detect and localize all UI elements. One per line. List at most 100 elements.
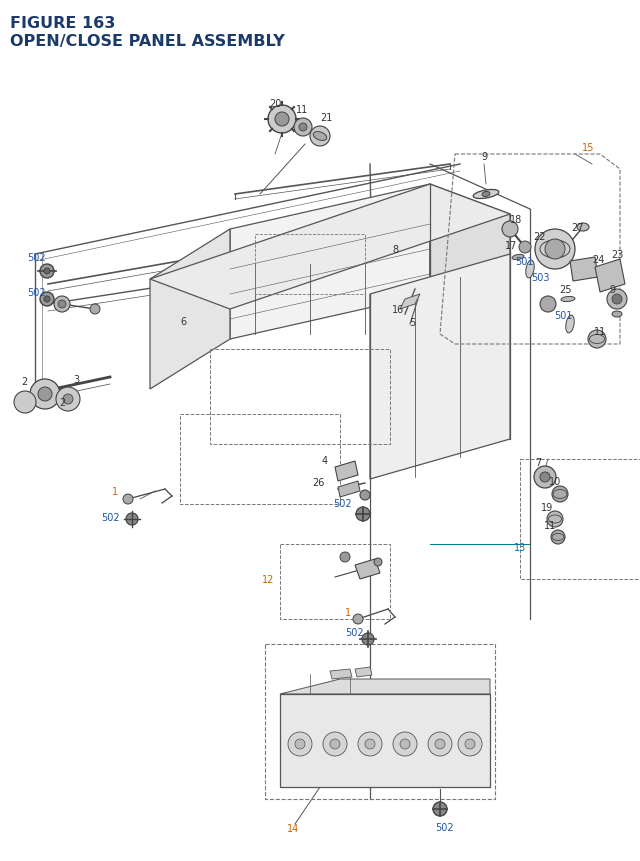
Circle shape [275, 113, 289, 127]
Circle shape [360, 491, 370, 500]
Polygon shape [150, 185, 510, 310]
Polygon shape [355, 667, 372, 678]
Circle shape [353, 614, 363, 624]
Text: 16: 16 [392, 305, 404, 314]
Ellipse shape [561, 297, 575, 302]
Text: FIGURE 163: FIGURE 163 [10, 16, 115, 31]
Circle shape [54, 297, 70, 313]
Circle shape [365, 739, 375, 749]
Circle shape [433, 802, 447, 816]
Ellipse shape [612, 312, 622, 318]
Text: 9: 9 [609, 285, 615, 294]
Polygon shape [595, 260, 625, 293]
Text: 15: 15 [582, 143, 594, 152]
Circle shape [38, 387, 52, 401]
Circle shape [400, 739, 410, 749]
Text: 2: 2 [21, 376, 27, 387]
Circle shape [90, 305, 100, 314]
Text: 8: 8 [392, 245, 398, 255]
Circle shape [612, 294, 622, 305]
Circle shape [330, 739, 340, 749]
Circle shape [288, 732, 312, 756]
Ellipse shape [526, 261, 534, 279]
Ellipse shape [473, 190, 499, 199]
Circle shape [458, 732, 482, 756]
Ellipse shape [314, 133, 326, 141]
Text: 1: 1 [112, 486, 118, 497]
Ellipse shape [512, 255, 524, 260]
Text: 11: 11 [544, 520, 556, 530]
Polygon shape [330, 669, 352, 679]
Ellipse shape [577, 224, 589, 232]
Circle shape [340, 553, 350, 562]
Circle shape [63, 394, 73, 405]
Circle shape [519, 242, 531, 254]
Text: 2: 2 [59, 398, 65, 407]
Circle shape [310, 127, 330, 147]
Text: 20: 20 [269, 99, 281, 108]
Circle shape [299, 124, 307, 132]
Circle shape [362, 633, 374, 645]
Text: 7: 7 [535, 457, 541, 468]
Text: 14: 14 [287, 823, 299, 833]
Circle shape [123, 494, 133, 505]
Text: 501: 501 [515, 257, 533, 267]
Polygon shape [150, 230, 230, 389]
Text: OPEN/CLOSE PANEL ASSEMBLY: OPEN/CLOSE PANEL ASSEMBLY [10, 34, 285, 49]
Text: 21: 21 [320, 113, 332, 123]
Polygon shape [355, 560, 380, 579]
Polygon shape [570, 257, 598, 282]
Polygon shape [230, 185, 430, 339]
Circle shape [435, 739, 445, 749]
Text: 501: 501 [554, 311, 572, 320]
Text: 503: 503 [531, 273, 549, 282]
Text: 502: 502 [27, 288, 45, 298]
Circle shape [547, 511, 563, 528]
Text: 9: 9 [481, 152, 487, 162]
Text: 27: 27 [571, 223, 583, 232]
Circle shape [323, 732, 347, 756]
Text: 502: 502 [346, 628, 364, 637]
Text: 26: 26 [312, 478, 324, 487]
Circle shape [588, 331, 606, 349]
Circle shape [356, 507, 370, 522]
Text: 18: 18 [510, 214, 522, 225]
Circle shape [534, 467, 556, 488]
Circle shape [44, 269, 50, 275]
Text: 6: 6 [180, 317, 186, 326]
Circle shape [552, 486, 568, 503]
Circle shape [44, 297, 50, 303]
Text: 25: 25 [560, 285, 572, 294]
Circle shape [40, 264, 54, 279]
Polygon shape [400, 294, 420, 310]
Polygon shape [335, 461, 358, 481]
Circle shape [551, 530, 565, 544]
Text: 19: 19 [541, 503, 553, 512]
Circle shape [428, 732, 452, 756]
Circle shape [56, 387, 80, 412]
Text: 502: 502 [27, 253, 45, 263]
Circle shape [374, 558, 382, 567]
Text: 502: 502 [333, 499, 351, 508]
Text: 502: 502 [100, 512, 119, 523]
Circle shape [40, 293, 54, 307]
Polygon shape [370, 255, 510, 480]
Text: 3: 3 [73, 375, 79, 385]
Text: 5: 5 [409, 318, 415, 328]
Circle shape [465, 739, 475, 749]
Text: 11: 11 [594, 326, 606, 337]
Text: 24: 24 [592, 255, 604, 264]
Text: 4: 4 [322, 455, 328, 466]
Circle shape [393, 732, 417, 756]
Text: 22: 22 [534, 232, 547, 242]
Text: 17: 17 [505, 241, 517, 251]
Circle shape [358, 732, 382, 756]
Circle shape [268, 106, 296, 133]
Circle shape [126, 513, 138, 525]
Circle shape [295, 739, 305, 749]
Ellipse shape [482, 192, 490, 197]
Text: 23: 23 [611, 250, 623, 260]
Text: 10: 10 [549, 476, 561, 486]
Circle shape [607, 289, 627, 310]
Text: 13: 13 [514, 542, 526, 553]
